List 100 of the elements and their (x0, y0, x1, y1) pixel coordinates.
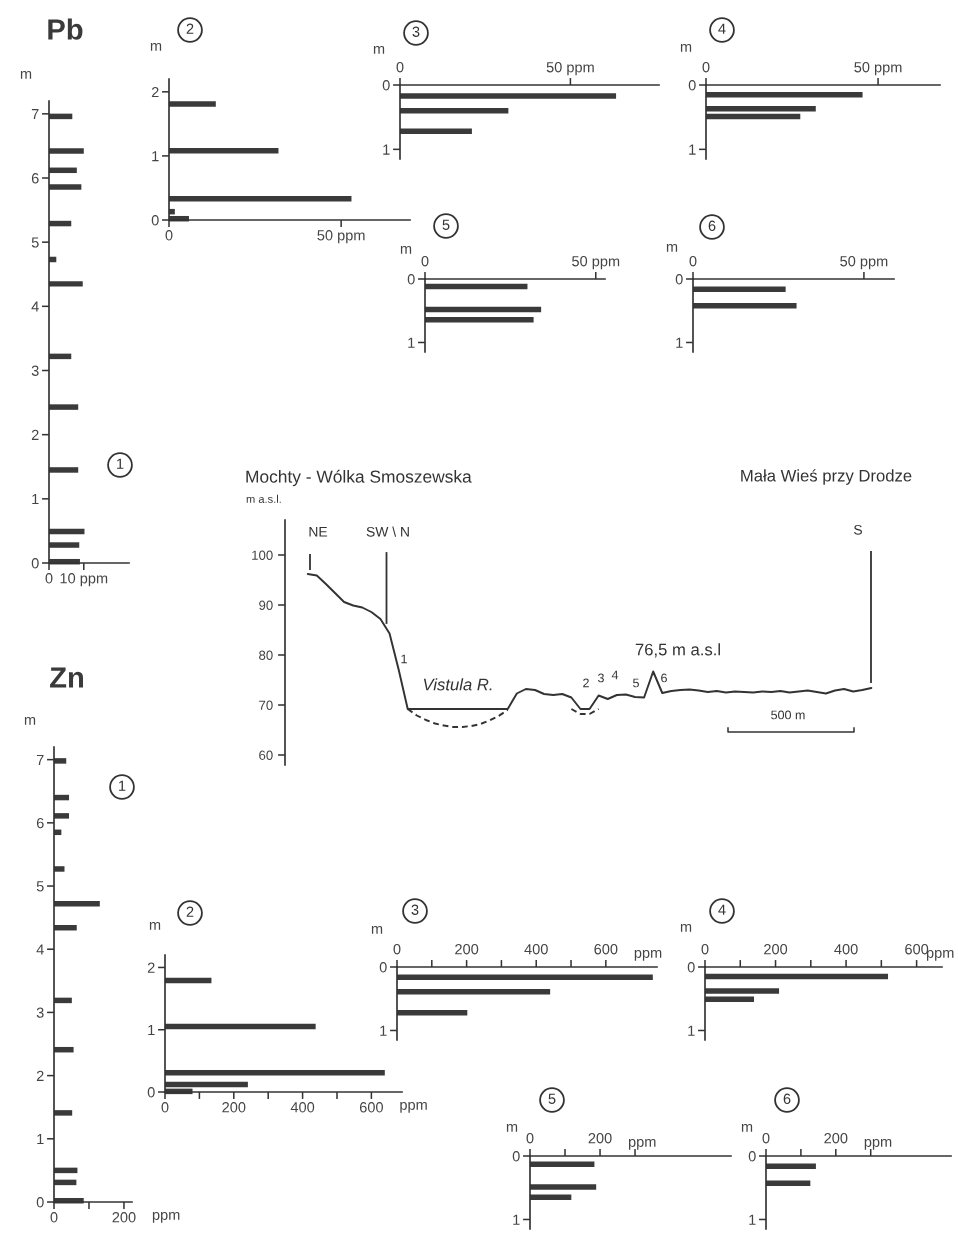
y-tick-label: 1 (148, 1024, 155, 1036)
y-tick-label: 1 (37, 1134, 44, 1145)
x-tick-label: 0 (762, 1133, 770, 1144)
y-tick-label: 3 (36, 1007, 44, 1018)
annotation: S (854, 524, 862, 535)
x-axis-title: ppm (628, 1138, 656, 1150)
x-tick-label: 400 (290, 1102, 315, 1113)
x-tick-label: 200 (455, 944, 479, 955)
y-tick-label: 1 (380, 1025, 387, 1036)
x-tick-label: 200 (824, 1133, 848, 1144)
x-tick-label: 200 (588, 1133, 612, 1144)
y-tick-label: 60 (259, 750, 273, 760)
y-axis-title: m (741, 1123, 753, 1132)
annotation: SW \ N (366, 526, 409, 537)
y-tick-label: 5 (36, 881, 44, 892)
y-axis-title: m (400, 245, 412, 254)
x-tick-label: 50 ppm (317, 230, 365, 244)
chart-title: 4 (718, 904, 726, 915)
y-axis-title: m (149, 921, 161, 930)
x-tick-label: 10 ppm (60, 573, 108, 587)
y-tick-label: 0 (379, 962, 387, 973)
chart-title: Mochty - Wólka Smoszewska (246, 469, 472, 487)
y-axis-title: m (680, 923, 692, 932)
annotation: 2 (583, 678, 589, 688)
y-tick-label: 4 (36, 944, 44, 955)
annotation: 500 m (771, 710, 805, 720)
y-tick-label: 0 (36, 1197, 44, 1208)
annotation: NE (309, 527, 328, 537)
annotation: 76,5 m a.s.l (635, 643, 720, 658)
y-tick-label: 1 (32, 494, 39, 505)
x-tick-label: 0 (526, 1133, 534, 1144)
y-tick-label: 1 (383, 144, 390, 155)
x-tick-label: 200 (112, 1212, 136, 1223)
x-tick-label: 400 (524, 944, 548, 955)
y-tick-label: 7 (36, 754, 44, 765)
x-axis-title: ppm (634, 949, 662, 961)
chart-title: 2 (186, 23, 194, 34)
y-tick-label: 4 (31, 301, 39, 312)
y-tick-label: 2 (151, 86, 159, 98)
annotation: 1 (401, 654, 407, 664)
y-axis-title: m (666, 243, 678, 252)
y-tick-label: 0 (687, 962, 695, 973)
x-tick-label: 0 (702, 62, 710, 73)
x-tick-label: 0 (393, 944, 401, 955)
y-tick-label: 70 (259, 700, 273, 710)
x-tick-label: 50 ppm (854, 62, 902, 76)
y-tick-label: 2 (36, 1070, 44, 1081)
x-tick-label: 50 ppm (840, 256, 888, 270)
y-axis-title: m (373, 45, 385, 54)
y-axis-title: m (680, 43, 692, 52)
y-axis-title: m a.s.l. (246, 494, 281, 503)
chart-title: 2 (186, 906, 194, 917)
annotation: 3 (598, 673, 604, 683)
text: 1 (119, 780, 126, 791)
x-tick-label: 600 (594, 944, 618, 955)
y-tick-label: 0 (147, 1087, 155, 1098)
y-tick-label: 2 (147, 962, 155, 973)
y-tick-label: 100 (252, 550, 273, 560)
y-tick-label: 1 (152, 151, 159, 162)
annotation: Vistula R. (423, 678, 492, 691)
y-tick-label: 90 (259, 600, 273, 610)
y-tick-label: 6 (36, 817, 44, 829)
x-tick-label: 50 ppm (546, 62, 594, 76)
chart-title: 6 (783, 1093, 791, 1104)
chart-title: 6 (708, 220, 716, 231)
x-tick-label: 600 (359, 1102, 383, 1113)
annotation: 5 (633, 678, 639, 688)
chart-title: 4 (718, 23, 726, 34)
x-axis-title: ppm (864, 1138, 892, 1150)
y-tick-label: 2 (31, 429, 39, 440)
x-tick-label: 0 (701, 944, 709, 955)
y-tick-label: 0 (31, 558, 39, 569)
y-axis-title: m (24, 716, 36, 725)
y-tick-label: 0 (382, 80, 390, 91)
x-axis-title: ppm (152, 1211, 180, 1223)
annotation: 6 (661, 673, 667, 683)
text: 1 (117, 458, 124, 469)
x-tick-label: 0 (421, 256, 429, 267)
y-tick-label: 1 (688, 1025, 695, 1036)
x-tick-label: 600 (905, 944, 929, 955)
y-tick-label: 80 (259, 650, 273, 660)
text: Zn (50, 667, 84, 688)
text: Mała Wieś przy Drodze (741, 469, 912, 485)
y-axis-title: m (150, 42, 162, 51)
y-tick-label: 1 (689, 144, 696, 155)
x-axis-title: ppm (400, 1101, 427, 1113)
y-tick-label: 0 (151, 215, 159, 226)
y-tick-label: 7 (31, 109, 39, 120)
y-tick-label: 5 (31, 237, 39, 248)
x-tick-label: 200 (764, 944, 788, 955)
x-tick-label: 0 (396, 62, 404, 73)
y-axis-title: m (20, 70, 32, 79)
x-tick-label: 50 ppm (572, 256, 620, 270)
x-tick-label: 400 (834, 944, 858, 955)
chart-title: 5 (442, 219, 450, 230)
chart-title: 5 (548, 1093, 556, 1104)
annotation: 4 (611, 670, 619, 680)
x-tick-label: 0 (161, 1102, 169, 1113)
x-tick-label: 200 (222, 1102, 246, 1113)
text: Pb (48, 18, 83, 40)
